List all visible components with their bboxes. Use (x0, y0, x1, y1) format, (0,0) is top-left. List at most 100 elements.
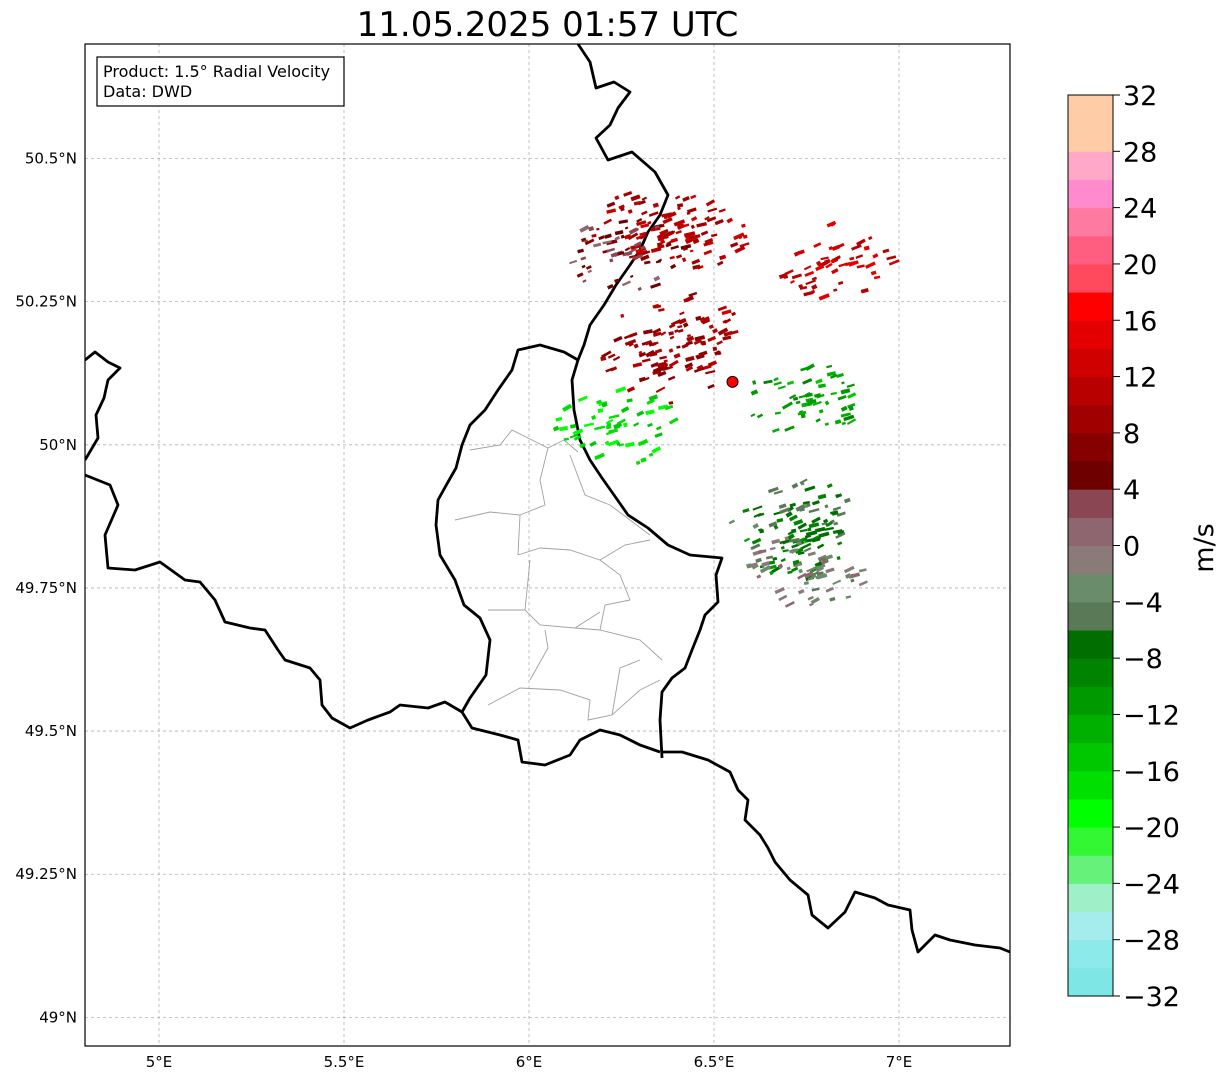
echo-pixel (604, 440, 610, 446)
echo-pixel (822, 518, 829, 524)
echo-pixel (580, 256, 587, 261)
colorbar-segment (1068, 573, 1113, 603)
echo-pixel (639, 234, 647, 240)
colorbar-segment (1068, 95, 1113, 124)
echo-pixel (726, 217, 733, 224)
echo-pixel (604, 233, 612, 239)
echo-pixel (860, 287, 869, 294)
echo-pixel (811, 284, 818, 290)
echo-pixel (840, 388, 851, 395)
colorbar-tick-label: 28 (1123, 137, 1157, 168)
echo-pixel (824, 504, 829, 509)
colorbar-segment (1068, 629, 1113, 659)
echo-pixel (670, 263, 677, 270)
lat-tick-label: 49.25°N (15, 865, 77, 883)
echo-pixel (821, 521, 828, 526)
colorbar-segment (1068, 151, 1113, 180)
echo-pixel (576, 272, 584, 278)
echo-pixel (811, 289, 816, 294)
echo-pixel (623, 190, 633, 197)
echo-pixel (643, 329, 653, 335)
echo-cluster (600, 327, 721, 405)
echo-pixel (844, 260, 856, 267)
lon-tick-label: 6°E (516, 1053, 543, 1071)
colorbar-segment (1068, 798, 1113, 828)
echo-pixel (711, 233, 718, 238)
colorbar-segment (1068, 320, 1113, 349)
echo-pixel (756, 574, 762, 579)
echo-pixel (712, 328, 719, 334)
echo-pixel (856, 264, 865, 269)
echo-pixel (683, 231, 696, 238)
echo-pixel (826, 483, 833, 489)
echo-pixel (555, 416, 563, 422)
echo-pixel (637, 438, 649, 447)
echo-pixel (865, 261, 876, 269)
echo-pixel (805, 530, 818, 537)
map-frame (84, 43, 1011, 1047)
axis-tick-labels: 5°E 5.5°E 6°E 6.5°E 7°E 49°N 49.25°N 49.5°N 49.7… (15, 150, 912, 1071)
echo-pixel (888, 259, 900, 266)
echo-pixel (687, 334, 691, 338)
echo-pixel (605, 418, 614, 425)
echo-pixel (787, 533, 795, 541)
echo-pixel (674, 195, 681, 200)
echo-pixel (804, 485, 816, 492)
echo-pixel (832, 579, 842, 586)
echo-pixel (676, 345, 681, 349)
echo-pixel (763, 379, 773, 385)
echo-pixel (815, 572, 827, 580)
echo-pixel (811, 516, 821, 524)
echo-pixel (623, 335, 630, 340)
colorbar-segment (1068, 545, 1113, 575)
colorbar-segment (1068, 461, 1113, 490)
echo-pixel (633, 200, 642, 206)
colorbar-segment (1068, 883, 1113, 913)
echo-pixel (808, 508, 820, 514)
echo-pixel (825, 521, 833, 528)
echo-pixel (826, 220, 837, 228)
echo-pixel (640, 245, 646, 250)
echo-pixel (772, 556, 778, 561)
echo-pixel (810, 570, 819, 578)
echo-pixel (610, 366, 618, 372)
lon-tick-label: 5.5°E (324, 1053, 365, 1071)
echo-pixel (757, 549, 767, 554)
echo-pixel (614, 195, 620, 201)
echo-pixel (835, 493, 843, 499)
echo-pixel (597, 408, 604, 413)
echo-pixel (743, 537, 751, 543)
echo-pixel (716, 260, 724, 266)
echo-pixel (614, 230, 624, 236)
echo-pixel (794, 562, 802, 568)
echo-cluster (552, 386, 679, 465)
echo-pixel (628, 254, 637, 259)
lat-tick-label: 50.5°N (25, 150, 77, 168)
echo-pixel (636, 220, 647, 226)
echo-pixel (628, 227, 639, 235)
echo-pixel (778, 273, 788, 280)
echo-pixel (660, 404, 667, 410)
echo-pixel (596, 399, 602, 405)
echo-pixel (786, 566, 791, 571)
echo-pixel (632, 362, 643, 368)
echo-pixel (596, 227, 600, 231)
colorbar-segment (1068, 292, 1113, 321)
colorbar-tick-label: −16 (1123, 757, 1180, 788)
echo-pixel (689, 249, 694, 253)
echo-pixel (695, 315, 702, 321)
echo-pixel (855, 254, 864, 259)
echo-pixel (677, 324, 683, 329)
echo-pixel (845, 595, 852, 599)
echo-pixel (587, 269, 593, 274)
echo-pixel (714, 218, 724, 226)
echo-pixel (640, 223, 650, 229)
echo-pixel (618, 219, 629, 225)
echo-pixel (806, 538, 813, 543)
echo-pixel (634, 241, 642, 248)
colorbar-segment (1068, 686, 1113, 715)
echo-pixel (837, 529, 845, 536)
echo-pixel (815, 264, 825, 272)
echo-pixel (774, 587, 785, 595)
lon-tick-label: 6.5°E (694, 1053, 735, 1071)
